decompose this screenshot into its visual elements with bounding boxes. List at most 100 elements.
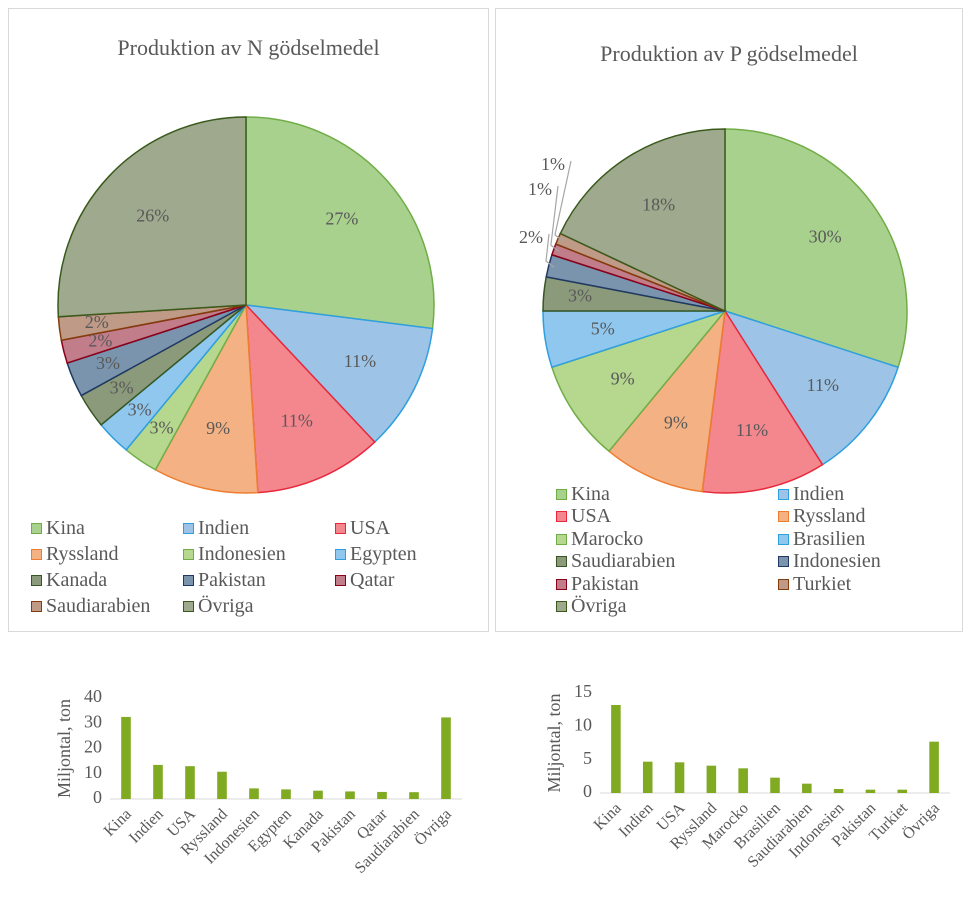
p-pie-legend-label-marocko: Marocko (571, 527, 644, 550)
n-bar-bar-qatar (377, 791, 387, 799)
n-pie-legend-label-pakistan: Pakistan (198, 568, 266, 591)
p-bar-bar-kina (611, 705, 621, 793)
p-bar-y-tick-1: 5 (583, 748, 592, 768)
p-pie-leader-pakistan (550, 185, 560, 252)
n-pie-label-usa: 11% (281, 410, 313, 430)
p-bar-bar-pakistan (865, 789, 876, 793)
p-pie-slice-ryssland (607, 308, 727, 493)
n-pie-legend-label-kanada: Kanada (46, 568, 108, 591)
p-pie-legend-item-brasilien: Brasilien (778, 528, 865, 550)
n-pie-label-qatar: 2% (88, 331, 112, 351)
p-bar-bar-ryssland (706, 765, 717, 793)
n-pie-legend-item-pakistan: Pakistan (183, 569, 266, 591)
n-pie-legend-item-ovriga: Övriga (183, 595, 254, 617)
p-bar-bar-brasilien (770, 777, 780, 793)
p-pie-legend-item-marocko: Marocko (556, 528, 643, 550)
p-pie-legend-item-kina: Kina (556, 483, 610, 505)
n-pie-legend-item-ryssland: Ryssland (31, 543, 119, 565)
n-bar-bar-saudiarabien (409, 792, 419, 799)
p-pie-legend-item-indonesien: Indonesien (778, 550, 881, 573)
p-pie-legend-swatch-kina (556, 488, 567, 500)
n-pie-legend-item-kanada: Kanada (31, 569, 107, 591)
n-pie-legend-swatch-indonesien (183, 548, 194, 560)
p-pie-legend-swatch-marocko (556, 533, 567, 545)
n-pie-legend-item-kina: Kina (31, 517, 85, 539)
n-pie-slice-usa (245, 302, 376, 494)
n-bar-y-tick-2: 20 (84, 737, 102, 757)
p-pie-leader-indonesien (545, 233, 555, 268)
p-pie-label-ovriga: 18% (642, 195, 675, 215)
n-bar-bar-indien (153, 764, 163, 799)
p-bar-bar-marocko (738, 768, 748, 793)
p-pie-legend-label-turkiet: Turkiet (793, 572, 852, 595)
n-pie-legend-swatch-kanada (31, 574, 42, 586)
n-pie-legend-swatch-pakistan (183, 574, 194, 586)
n-pie-title: Produktion av N gödselmedel (117, 35, 380, 60)
n-bar-bar-kanada (313, 790, 323, 799)
n-pie-legend-label-indonesien: Indonesien (198, 542, 286, 565)
n-bar-y-tick-0: 0 (93, 787, 102, 807)
n-bar-bar-kina (121, 716, 131, 799)
p-pie-legend-item-ovriga: Övriga (556, 595, 627, 618)
n-pie-label-pakistan: 3% (96, 353, 120, 373)
p-bar-y-axis-label: Miljontal, ton (544, 694, 564, 793)
n-pie-slice-kina (245, 116, 435, 330)
n-pie-legend-swatch-indien (183, 522, 194, 534)
n-pie-legend-swatch-saudiarabien (31, 600, 42, 612)
p-bar-bar-usa (674, 762, 685, 793)
p-pie-legend-item-usa: USA (556, 505, 612, 528)
p-pie-legend-item-turkiet: Turkiet (778, 573, 851, 595)
p-pie-legend-label-pakistan: Pakistan (571, 572, 639, 595)
n-pie-label-kina: 27% (325, 209, 358, 229)
p-pie-label-usa: 11% (736, 420, 768, 440)
p-pie-label-pakistan: 1% (528, 179, 552, 199)
p-pie-leader-turkiet (554, 160, 572, 242)
p-bar-chart: Miljontal, ton 0 5 10 15 Kina Indien USA Rysslan… (525, 680, 955, 890)
p-pie-legend-item-pakistan: Pakistan (556, 573, 639, 595)
p-pie-label-kina: 30% (809, 226, 842, 246)
n-bar-y-tick-1: 10 (84, 762, 102, 782)
n-pie-legend-label-ovriga: Övriga (198, 594, 254, 617)
n-pie-legend-label-ryssland: Ryssland (46, 542, 119, 565)
n-pie-label-saudiarabien: 2% (85, 312, 109, 332)
p-pie-label-brasilien: 5% (591, 318, 615, 338)
p-pie-chart: 30% 11% 11% 9% 9% 5% 3% 2% 1% 1% 18% (519, 128, 908, 494)
n-pie-legend-label-kina: Kina (46, 516, 85, 539)
p-pie-label-turkiet: 1% (541, 154, 565, 174)
n-bar-y-tick-3: 30 (84, 711, 102, 731)
n-pie-legend-swatch-kina (31, 522, 42, 534)
n-bar-y-tick-4: 40 (84, 686, 102, 706)
n-pie-label-indien: 11% (344, 351, 376, 371)
n-pie-slice-ryssland (154, 302, 259, 494)
n-pie-legend-item-usa: USA (335, 517, 390, 539)
p-pie-legend-label-usa: USA (571, 505, 612, 527)
p-bar-bar-indonesien (833, 789, 844, 793)
p-pie-legend-label-kina: Kina (571, 482, 610, 505)
n-bar-y-axis-label: Miljontal, ton (54, 699, 74, 798)
n-pie-legend-swatch-usa (335, 522, 346, 534)
n-pie-chart: 27%11%11%9%3%3%3%3%2%2%26% (57, 116, 435, 494)
p-pie-label-marocko: 9% (611, 369, 635, 389)
n-pie-legend-label-egypten: Egypten (350, 542, 417, 565)
n-pie-label-indonesien: 3% (149, 418, 173, 438)
n-pie-legend-swatch-ryssland (31, 548, 42, 560)
n-pie-legend-swatch-ovriga (183, 600, 194, 612)
p-pie-legend-swatch-usa (556, 511, 567, 522)
p-bar-x-tick-indien: Indien (616, 800, 657, 841)
n-pie-legend-item-egypten: Egypten (335, 543, 417, 565)
p-pie-slice-ovriga (559, 128, 726, 313)
n-pie-legend-item-qatar: Qatar (335, 569, 394, 591)
n-pie-label-kanada: 3% (110, 378, 134, 398)
p-pie-legend-label-brasilien: Brasilien (793, 527, 866, 550)
p-bar-bar-saudiarabien (802, 783, 812, 793)
p-bar-y-tick-3: 15 (574, 681, 592, 701)
p-pie-legend-label-saudiarabien: Saudiarabien (571, 550, 676, 572)
p-pie-legend-swatch-ryssland (778, 511, 789, 522)
n-bar-bar-egypten (281, 789, 291, 799)
n-pie-legend-item-indonesien: Indonesien (183, 543, 286, 565)
p-pie-legend-swatch-brasilien (778, 533, 789, 545)
p-pie-title: Produktion av P gödselmedel (600, 41, 858, 66)
p-bar-y-tick-0: 0 (583, 781, 592, 801)
p-pie-legend-item-ryssland: Ryssland (778, 505, 866, 528)
n-pie-legend-item-saudiarabien: Saudiarabien (31, 595, 150, 617)
